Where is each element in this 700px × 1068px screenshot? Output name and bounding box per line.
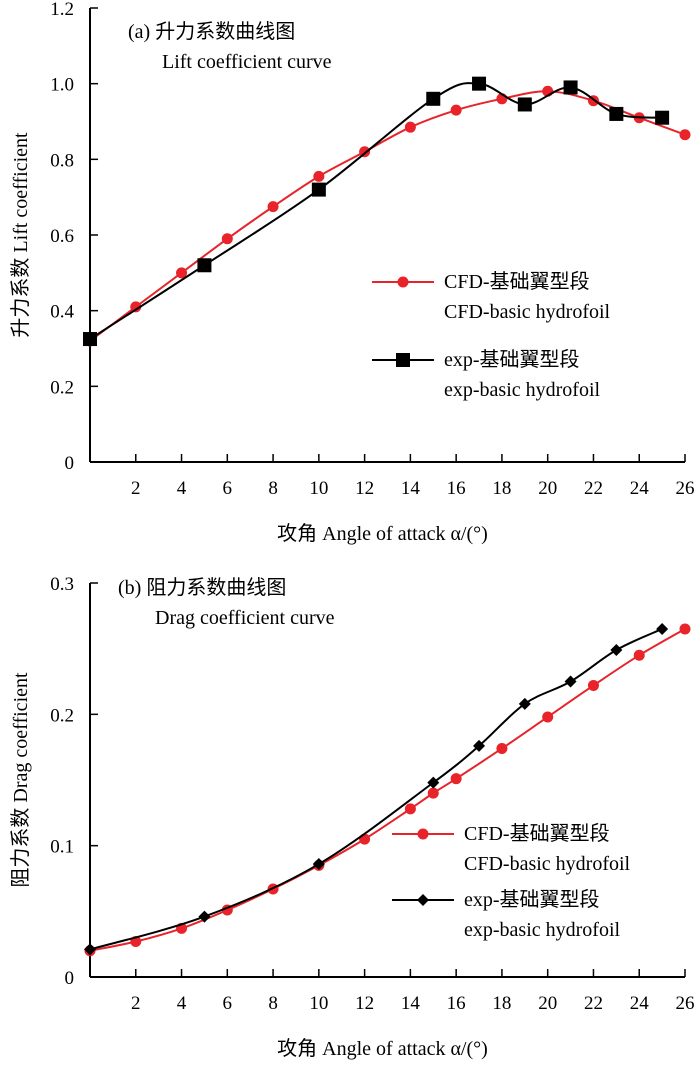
x-tick-label: 4	[177, 993, 187, 1014]
x-tick-label: 12	[355, 993, 374, 1014]
x-tick-label: 26	[676, 478, 695, 499]
y-tick-label: 1.2	[50, 0, 74, 20]
x-tick-label: 6	[223, 478, 233, 499]
series-point	[655, 110, 670, 125]
y-tick-label: 0.8	[50, 150, 74, 171]
series-point	[542, 711, 554, 723]
series-point	[610, 643, 623, 656]
y-tick-label: 0.2	[50, 705, 74, 726]
y-tick-label: 0.2	[50, 377, 74, 398]
x-axis-label: 攻角 Angle of attack α/(°)	[277, 1037, 488, 1060]
series-point	[450, 773, 462, 785]
series-point	[311, 182, 326, 197]
legend-label-en: CFD-basic hydrofoil	[464, 853, 631, 875]
chart-subtitle: Lift coefficient curve	[162, 51, 332, 73]
series-point	[313, 170, 325, 182]
x-tick-label: 2	[131, 993, 141, 1014]
legend-label-en: exp-basic hydrofoil	[464, 919, 621, 941]
series-point	[633, 649, 645, 661]
x-tick-label: 10	[309, 478, 328, 499]
legend-label-en: CFD-basic hydrofoil	[444, 301, 611, 323]
series-point	[83, 332, 97, 347]
legend-marker	[417, 894, 429, 906]
legend-label-en: exp-basic hydrofoil	[444, 379, 601, 401]
y-tick-label: 1.0	[50, 75, 74, 96]
legend-label: exp-基础翼型段	[444, 348, 580, 371]
series-point	[427, 787, 439, 799]
series-point	[587, 679, 599, 691]
legend-marker	[396, 353, 410, 367]
y-tick-label: 0	[65, 453, 75, 474]
x-tick-label: 24	[630, 993, 650, 1014]
series-point	[404, 803, 416, 815]
x-tick-label: 20	[538, 993, 557, 1014]
legend-marker	[417, 828, 429, 840]
x-axis-label: 攻角 Angle of attack α/(°)	[277, 522, 488, 545]
series-point	[221, 233, 233, 245]
series-point	[426, 91, 441, 106]
series-point	[473, 739, 486, 752]
series-point	[176, 267, 188, 279]
chart-subtitle: Drag coefficient curve	[155, 607, 335, 629]
series-line	[89, 628, 663, 951]
series-point	[563, 80, 578, 95]
y-tick-label: 0.1	[50, 837, 74, 858]
y-axis-label: 升力系数 Lift coefficient	[9, 132, 32, 338]
y-tick-label: 0.4	[50, 302, 74, 323]
series-point	[472, 76, 487, 91]
series-point	[518, 697, 531, 710]
y-tick-label: 0	[65, 968, 75, 989]
series-point	[679, 623, 691, 635]
series-point	[679, 129, 691, 141]
x-tick-label: 22	[584, 993, 603, 1014]
series-point	[84, 943, 96, 956]
series-point	[656, 622, 669, 635]
y-tick-label: 0.6	[50, 226, 74, 247]
x-tick-label: 2	[131, 478, 141, 499]
x-tick-label: 14	[401, 993, 421, 1014]
legend-label: CFD-基础翼型段	[464, 822, 610, 845]
series-point	[609, 106, 624, 121]
series-point	[404, 121, 416, 133]
series-point	[312, 858, 325, 871]
chart-title: (b) 阻力系数曲线图	[118, 576, 286, 599]
lift-chart-panel: 2 4 6 8 10 12 14 16 18 20 22 24 2600.20.40.60.81.01.…	[9, 0, 695, 545]
x-tick-label: 18	[492, 478, 511, 499]
series-point	[450, 104, 462, 116]
legend-label: exp-基础翼型段	[464, 888, 600, 911]
x-tick-label: 16	[447, 478, 466, 499]
x-tick-label: 6	[223, 993, 233, 1014]
x-tick-label: 8	[268, 478, 278, 499]
x-tick-label: 22	[584, 478, 603, 499]
x-tick-label: 16	[447, 993, 466, 1014]
y-tick-label: 0.3	[50, 574, 74, 595]
x-tick-label: 20	[538, 478, 557, 499]
legend-marker	[397, 276, 409, 288]
legend-label: CFD-基础翼型段	[444, 270, 590, 293]
series-point	[517, 97, 532, 112]
series-point	[267, 201, 279, 213]
series-point	[564, 675, 577, 688]
x-tick-label: 8	[268, 993, 278, 1014]
series-point	[496, 742, 508, 754]
x-tick-label: 12	[355, 478, 374, 499]
series-point	[130, 301, 142, 313]
series-point	[198, 910, 211, 923]
x-tick-label: 18	[492, 993, 511, 1014]
series-point	[197, 258, 212, 273]
x-tick-label: 10	[309, 993, 328, 1014]
y-axis-label: 阻力系数 Drag coefficient	[9, 672, 32, 888]
x-tick-label: 4	[177, 478, 187, 499]
x-tick-label: 14	[401, 478, 421, 499]
x-tick-label: 24	[630, 478, 650, 499]
series-point	[427, 776, 440, 789]
x-tick-label: 26	[676, 993, 695, 1014]
chart-title: (a) 升力系数曲线图	[128, 20, 295, 43]
